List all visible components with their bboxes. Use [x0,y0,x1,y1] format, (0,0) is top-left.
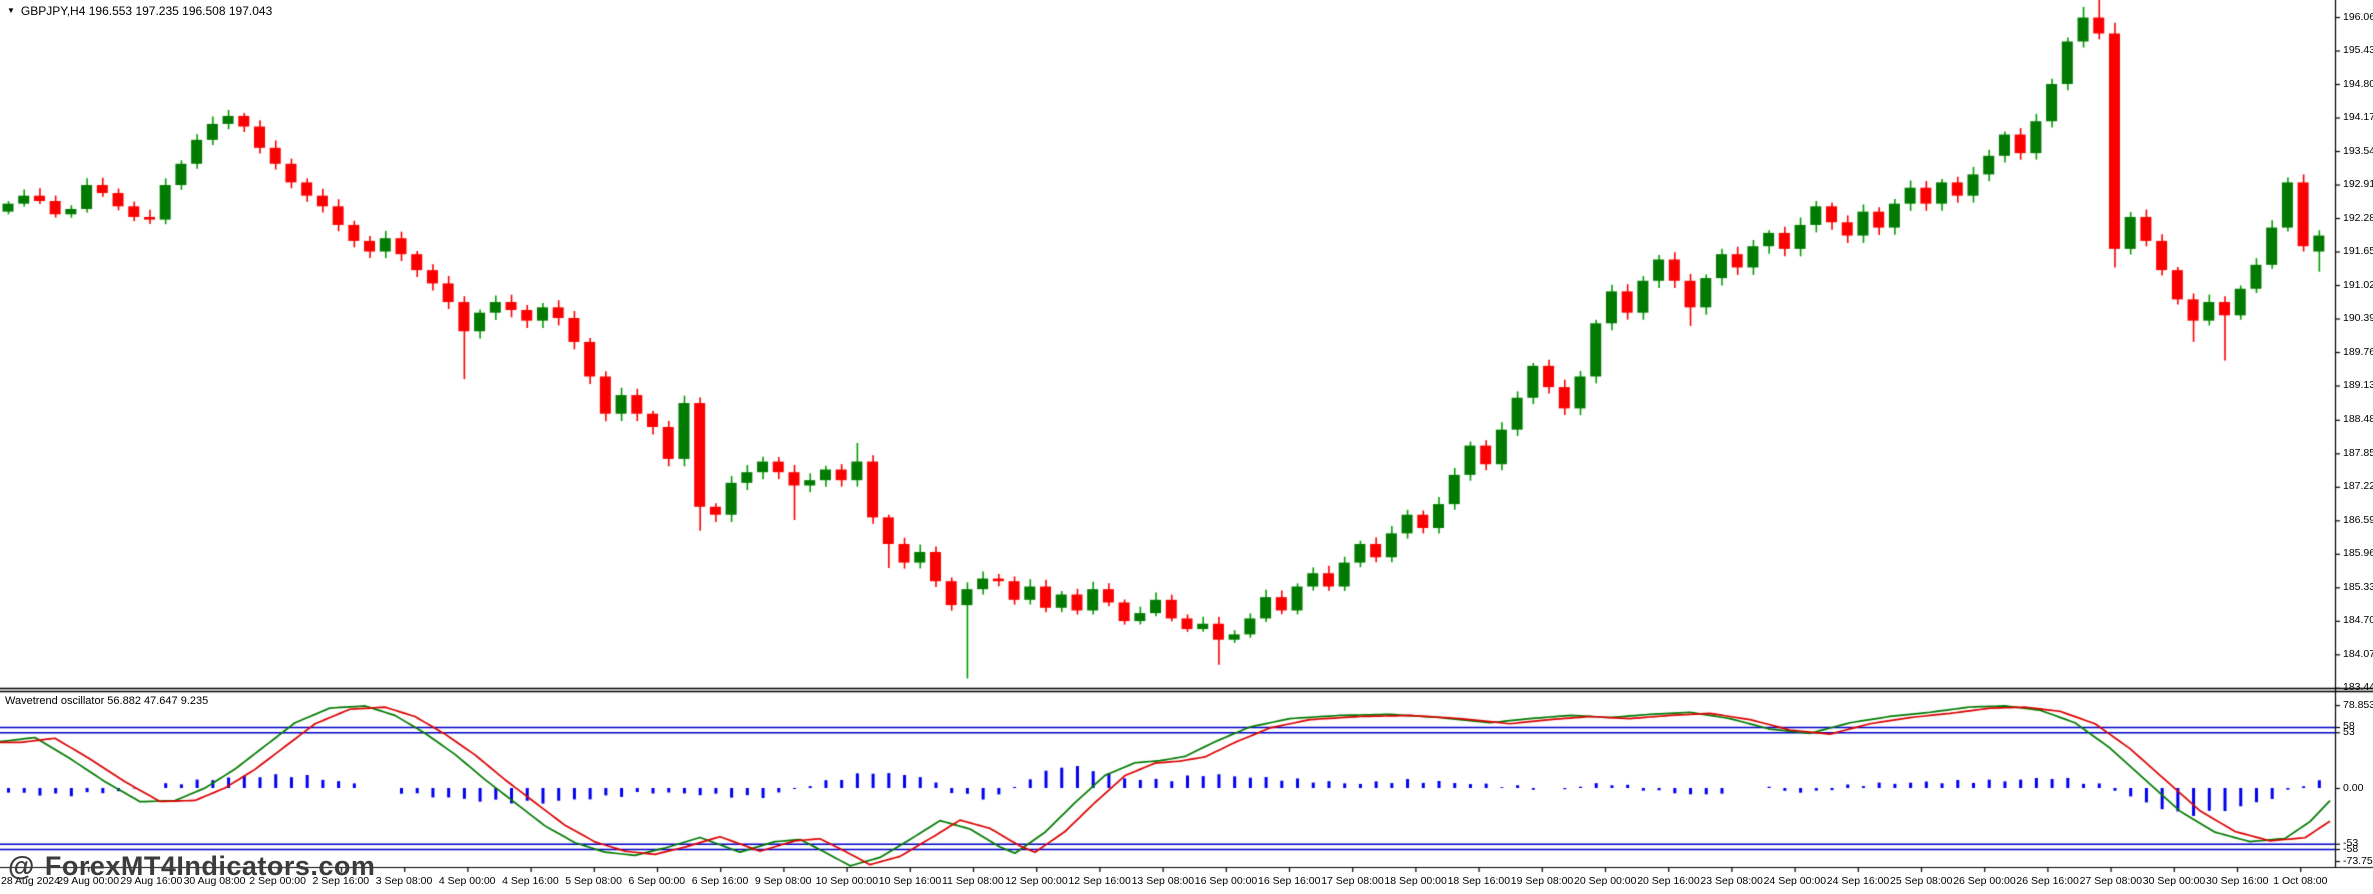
time-axis-label: 24 Sep 00:00 [1763,875,1827,887]
time-axis-label: 18 Sep 16:00 [1447,875,1511,887]
oscillator-axis-label: 58 [2343,720,2355,733]
watermark-text: ForexMT4Indicators.com [44,851,376,881]
time-axis-label: 27 Sep 08:00 [2079,875,2143,887]
time-axis-label: 12 Sep 16:00 [1068,875,1131,887]
price-axis-label: 191.650 [2343,245,2373,258]
time-axis-label: 3 Sep 08:00 [375,875,433,887]
time-axis-label: 2 Sep 16:00 [312,875,370,887]
oscillator-axis-label: 78.853 [2343,698,2373,711]
time-axis-label: 30 Sep 16:00 [2206,875,2269,887]
time-axis-label: 13 Sep 08:00 [1131,875,1195,887]
time-axis-label: 6 Sep 16:00 [691,875,749,887]
at-sign: @ [8,851,35,881]
symbol-ohlc-text: GBPJPY,H4 196.553 197.235 196.508 197.04… [20,4,273,18]
time-axis-label: 19 Sep 08:00 [1510,875,1574,887]
price-axis-label: 189.130 [2343,379,2373,392]
price-axis-label: 194.170 [2343,111,2373,124]
oscillator-title: Wavetrend oscillator 56.882 47.647 9.235 [5,695,209,707]
time-axis-label: 29 Aug 00:00 [57,875,120,887]
watermark: @ ForexMT4Indicators.com [8,851,375,882]
time-axis-label: 26 Sep 00:00 [1953,875,2016,887]
time-axis-label: 26 Sep 16:00 [2016,875,2079,887]
time-axis-label: 10 Sep 00:00 [815,875,879,887]
price-axis-label: 184.705 [2343,614,2373,627]
price-axis-label: 191.020 [2343,278,2373,291]
price-axis-label: 190.390 [2343,312,2373,325]
time-axis-label: 11 Sep 08:00 [942,875,1004,887]
price-axis-label: 185.335 [2343,580,2373,593]
price-axis-label: 194.800 [2343,77,2373,90]
price-axis-label: 183.445 [2343,681,2373,694]
time-axis-label: 6 Sep 00:00 [628,875,686,887]
price-axis-label: 185.965 [2343,547,2373,560]
time-axis-label: 17 Sep 08:00 [1321,875,1384,887]
time-axis-label: 9 Sep 08:00 [754,875,812,887]
chevron-down-icon: ▼ [7,6,15,15]
oscillator-axis-label: -53 [2343,837,2359,850]
time-axis-label: 16 Sep 16:00 [1258,875,1321,887]
price-axis-label: 187.225 [2343,480,2373,493]
time-axis-label: 20 Sep 00:00 [1574,875,1637,887]
price-axis-label: 188.485 [2343,413,2373,426]
time-axis-label: 24 Sep 16:00 [1826,875,1890,887]
time-axis-label: 1 Oct 08:00 [2273,875,2328,887]
price-axis-label: 193.540 [2343,144,2373,157]
time-axis-label: 23 Sep 08:00 [1700,875,1763,887]
oscillator-axis-label: 0.00 [2343,781,2364,794]
price-axis-label: 186.595 [2343,513,2373,526]
price-axis-label: 192.280 [2343,211,2373,224]
time-axis-label: 2 Sep 00:00 [249,875,306,887]
oscillator-axis-label: -58 [2343,842,2359,855]
price-axis-label: 184.075 [2343,647,2373,660]
time-axis-label: 29 Aug 16:00 [120,875,183,887]
time-axis-label: 10 Sep 16:00 [878,875,942,887]
time-axis-label: 28 Aug 2024 [1,875,60,887]
price-axis-label: 187.855 [2343,446,2373,459]
symbol-ohlc-title: ▼ GBPJPY,H4 196.553 197.235 196.508 197.… [7,4,272,18]
price-axis-label: 195.430 [2343,44,2373,57]
time-axis-label: 16 Sep 00:00 [1194,875,1258,887]
time-axis-label: 4 Sep 00:00 [438,875,496,887]
price-axis-label: 189.760 [2343,345,2373,358]
time-axis-label: 5 Sep 08:00 [565,875,622,887]
time-axis-label: 30 Sep 00:00 [2142,875,2206,887]
time-axis-label: 18 Sep 00:00 [1384,875,1447,887]
price-axis-label: 192.910 [2343,178,2373,191]
price-axis-label: 196.060 [2343,10,2373,23]
time-axis-label: 20 Sep 16:00 [1637,875,1700,887]
time-axis-label: 25 Sep 08:00 [1890,875,1953,887]
time-axis-label: 12 Sep 00:00 [1005,875,1068,887]
time-axis-label: 4 Sep 16:00 [502,875,559,887]
time-axis-label: 30 Aug 08:00 [183,875,246,887]
oscillator-axis-label: -73.755 [2343,854,2373,867]
oscillator-axis-label: 53 [2343,725,2355,738]
